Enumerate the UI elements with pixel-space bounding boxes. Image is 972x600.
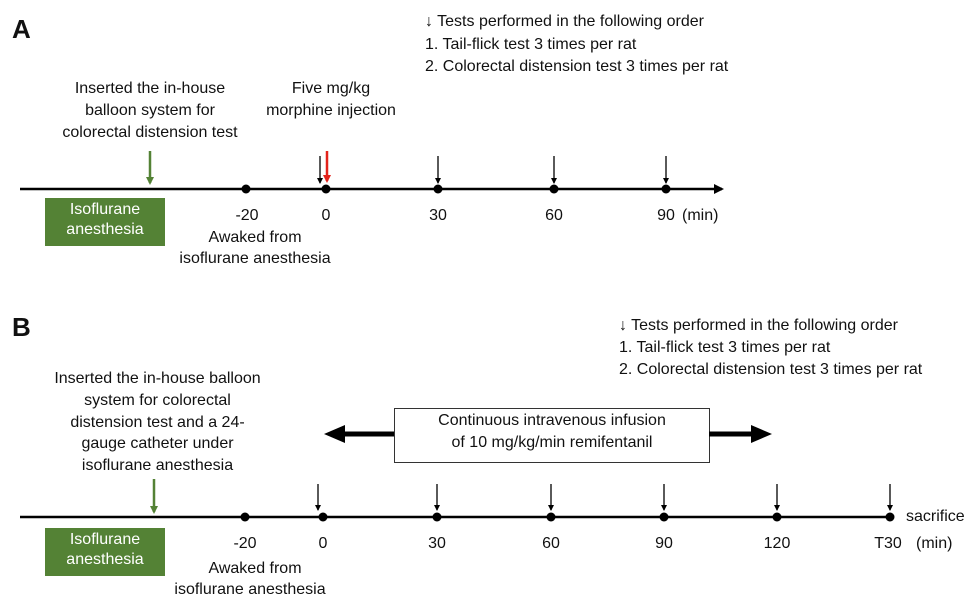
panel-a-isoflurane-line-1: Isoflurane: [69, 201, 141, 218]
panel-b-awake-note-2: isoflurane anesthesia: [174, 581, 326, 598]
panel-a-tick-label-90: 90: [657, 207, 675, 224]
panel-a-balloon-note-2: balloon system for: [85, 102, 215, 119]
panel-b-point-60: [546, 512, 556, 522]
panel-a-isoflurane-box: Isoflurane anesthesia: [45, 198, 165, 246]
panel-b-point-90: [659, 512, 669, 522]
panel-a-legend-item-1: 1. Tail-flick test 3 times per rat: [425, 36, 637, 53]
panel-b-tick-label-30: 30: [428, 535, 446, 552]
panel-b-balloon-note-3: distension test and a 24-: [70, 414, 245, 431]
panel-b-isoflurane-line-2: anesthesia: [66, 551, 144, 568]
panel-b-infusion-arrow-right-head: [751, 425, 772, 443]
panel-a-morphine-note-2: morphine injection: [266, 102, 396, 119]
panel-b-infusion-arrow-left-head: [324, 425, 345, 443]
panel-b-balloon-note-1: Inserted the in-house balloon: [54, 370, 261, 387]
panel-a-tick-label-60: 60: [545, 207, 563, 224]
panel-a-tick-label-0: 0: [321, 207, 331, 224]
panel-b-tick-label-0: 0: [318, 535, 328, 552]
panel-a-legend-title: ↓ Tests performed in the following order: [425, 13, 704, 30]
panel-a-legend-item-2: 2. Colorectal distension test 3 times pe…: [425, 58, 729, 75]
panel-b-balloon-note-4: gauge catheter under: [81, 435, 234, 452]
panel-a-point-60: [549, 184, 559, 194]
panel-b-tick-label-t30: T30: [874, 535, 902, 552]
panel-b-tick-label-120: 120: [763, 535, 791, 552]
panel-b-legend-item-2: 2. Colorectal distension test 3 times pe…: [619, 361, 923, 378]
panel-a-morphine-note-1: Five mg/kg: [291, 80, 371, 97]
panel-b-point-t30: [885, 512, 895, 522]
panel-b-isoflurane-box: Isoflurane anesthesia: [45, 528, 165, 576]
panel-a-point-m20: [241, 184, 251, 194]
panel-b-point-m20: [240, 512, 250, 522]
panel-a-point-0: [321, 184, 331, 194]
panel-b-infusion-line-1: Continuous intravenous infusion: [438, 412, 666, 429]
panel-b-legend-item-1: 1. Tail-flick test 3 times per rat: [619, 339, 831, 356]
panel-b-balloon-note-2: system for colorectal: [84, 392, 231, 409]
panel-b-tick-label-60: 60: [542, 535, 560, 552]
panel-a-balloon-note-3: colorectal distension test: [62, 124, 238, 141]
panel-b-label: B: [12, 312, 31, 342]
panel-b-isoflurane-line-1: Isoflurane: [69, 531, 141, 548]
panel-a-point-90: [661, 184, 671, 194]
panel-a-tick-label-m20: -20: [235, 207, 259, 224]
panel-a-point-30: [433, 184, 443, 194]
panel-a-isoflurane-line-2: anesthesia: [66, 221, 144, 238]
panel-a-tick-label-30: 30: [429, 207, 447, 224]
panel-b-legend-title: ↓ Tests performed in the following order: [619, 317, 898, 334]
panel-b-balloon-note-5: isoflurane anesthesia: [81, 457, 234, 474]
panel-a-awake-note-1: Awaked from: [208, 229, 302, 246]
panel-a-balloon-note-1: Inserted the in-house: [74, 80, 226, 97]
panel-b-point-0: [318, 512, 328, 522]
panel-b-infusion-box: Continuous intravenous infusion of 10 mg…: [394, 408, 710, 463]
panel-a-unit: (min): [682, 207, 719, 224]
panel-b-point-120: [772, 512, 782, 522]
panel-b-unit: (min): [916, 535, 953, 552]
panel-b-tick-label-90: 90: [655, 535, 673, 552]
panel-b-sacrifice-label: sacrifice: [906, 508, 965, 525]
panel-b-point-30: [432, 512, 442, 522]
panel-a-awake-note-2: isoflurane anesthesia: [179, 250, 331, 267]
panel-a-label: A: [12, 14, 31, 44]
panel-b-tick-label-m20: -20: [233, 535, 257, 552]
panel-b-awake-note-1: Awaked from: [208, 560, 302, 577]
panel-b-infusion-line-2: of 10 mg/kg/min remifentanil: [451, 434, 653, 451]
